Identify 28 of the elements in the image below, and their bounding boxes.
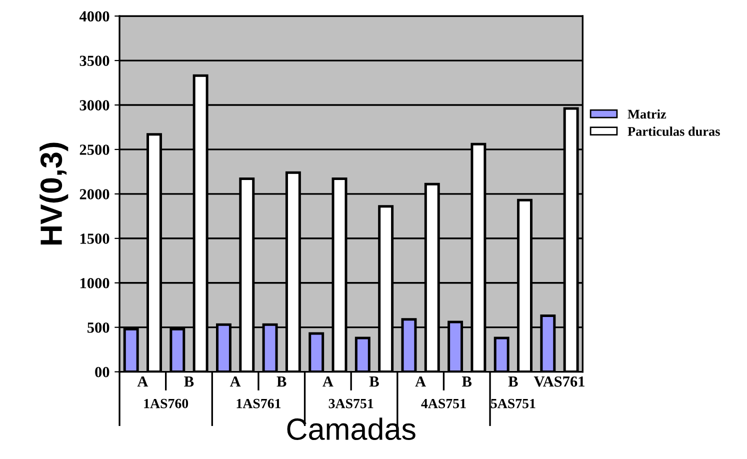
y-tick-label: 2000	[80, 189, 110, 200]
x-tick-label: B	[276, 376, 286, 387]
x-tick-label: A	[137, 376, 148, 387]
text: 5AS751	[490, 398, 536, 408]
y-tick-label: 500	[87, 322, 110, 333]
x-tick-label: A	[322, 376, 334, 387]
x-tick-label: A	[230, 376, 241, 387]
y-tick-label: 00	[95, 366, 110, 378]
y-tick-label: 3000	[80, 100, 110, 110]
y-tick-label: 3500	[80, 56, 110, 66]
x-tick-label: B	[369, 376, 379, 387]
text: 3AS751	[328, 398, 374, 408]
x-tick-label: B	[184, 376, 194, 387]
x-tick-label: B	[508, 376, 518, 387]
y-tick-label: 4000	[79, 11, 110, 22]
y-axis-title: HV(0,3)	[40, 142, 68, 245]
text: 1AS761	[236, 398, 281, 408]
text: 4AS751	[421, 398, 466, 408]
y-tick-label: 1000	[80, 278, 110, 288]
x-axis-title: Camadas	[287, 418, 416, 440]
text: 1AS760	[144, 398, 188, 408]
x-tick-label: VAS761	[534, 376, 584, 387]
x-tick-label: A	[415, 376, 426, 387]
legend-label: Particulas duras	[628, 126, 720, 136]
legend-label: Matriz	[628, 109, 666, 119]
x-tick-label: B	[462, 376, 472, 387]
y-tick-label: 1500	[80, 234, 110, 244]
y-tick-label: 2500	[80, 144, 110, 155]
